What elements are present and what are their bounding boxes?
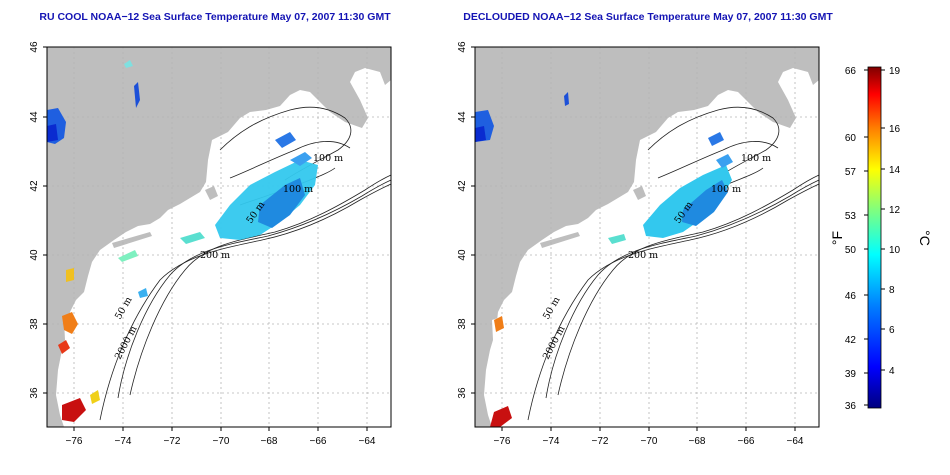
long-island [112, 232, 152, 248]
contour-label: 100 m [741, 153, 771, 164]
grid [475, 47, 819, 427]
celsius-tick-label: 6 [889, 325, 895, 336]
lon-tick-label: −66 [738, 436, 755, 447]
lat-tick-label: 42 [29, 180, 40, 192]
celsius-tick-label: 8 [889, 285, 895, 296]
sst-patches [47, 60, 318, 422]
fahrenheit-ticks [864, 69, 868, 406]
left-lat-axis [43, 46, 47, 394]
fahrenheit-labels: 66 60 57 53 50 46 42 39 36 [845, 66, 857, 412]
lat-tick-label: 46 [29, 41, 40, 53]
bathymetry-contours [527, 106, 820, 421]
lon-tick-label: −68 [261, 436, 278, 447]
fahrenheit-tick-label: 50 [845, 245, 857, 256]
lon-tick-label: −66 [310, 436, 327, 447]
contour-label: 100 m [711, 184, 741, 195]
lat-tick-label: 42 [457, 180, 468, 192]
sst-patches [475, 92, 733, 427]
map-frame [474, 46, 820, 428]
fahrenheit-tick-label: 53 [845, 211, 857, 222]
lat-tick-label: 40 [457, 249, 468, 261]
land-mass [47, 47, 391, 427]
long-island [540, 232, 580, 248]
celsius-tick-label: 12 [889, 205, 901, 216]
lat-tick-label: 38 [29, 318, 40, 330]
lat-tick-label: 40 [29, 249, 40, 261]
lat-tick-label: 36 [29, 387, 40, 399]
lon-tick-label: −74 [115, 436, 132, 447]
lat-tick-label: 44 [457, 111, 468, 123]
lon-tick-label: −64 [787, 436, 804, 447]
cape-cod [205, 186, 218, 200]
land-mass [475, 47, 819, 427]
left-lon-axis [73, 427, 368, 431]
contour-label: 200 m [200, 250, 230, 261]
lat-tick-label: 36 [457, 387, 468, 399]
contour-label: 100 m [283, 184, 313, 195]
fahrenheit-tick-label: 66 [845, 66, 857, 77]
left-map: 100 m 100 m 50 m 200 m 50 m 2000 m [46, 46, 392, 428]
fahrenheit-tick-label: 57 [845, 167, 857, 178]
lon-tick-label: −68 [689, 436, 706, 447]
right-lon-labels: −76 −74 −72 −70 −68 −66 −64 [494, 436, 804, 447]
lat-tick-label: 46 [457, 41, 468, 53]
celsius-tick-label: 16 [889, 124, 901, 135]
colorbar: 66 60 57 53 50 46 42 39 36 19 16 14 12 1… [829, 66, 933, 412]
right-panel-title: DECLOUDED NOAA−12 Sea Surface Temperatur… [463, 11, 833, 23]
fahrenheit-tick-label: 46 [845, 291, 857, 302]
celsius-tick-label: 10 [889, 245, 901, 256]
right-lat-axis [471, 46, 475, 394]
lon-tick-label: −70 [213, 436, 230, 447]
bathymetry-contours [99, 106, 392, 421]
celsius-unit-label: °C [917, 230, 933, 246]
lat-tick-label: 38 [457, 318, 468, 330]
lon-tick-label: −74 [543, 436, 560, 447]
fahrenheit-tick-label: 42 [845, 335, 857, 346]
lon-tick-label: −70 [641, 436, 658, 447]
lon-tick-label: −76 [494, 436, 511, 447]
contour-label: 100 m [313, 153, 343, 164]
left-panel-title: RU COOL NOAA−12 Sea Surface Temperature … [39, 11, 391, 23]
right-lon-axis [501, 427, 796, 431]
lon-tick-label: −72 [164, 436, 181, 447]
left-lat-labels: 46 44 42 40 38 36 [29, 41, 40, 399]
fahrenheit-tick-label: 36 [845, 401, 857, 412]
right-panel: DECLOUDED NOAA−12 Sea Surface Temperatur… [457, 11, 833, 447]
left-panel: RU COOL NOAA−12 Sea Surface Temperature … [29, 11, 392, 447]
celsius-tick-label: 19 [889, 66, 901, 77]
fahrenheit-unit-label: °F [829, 231, 845, 245]
contour-label: 200 m [628, 250, 658, 261]
lat-tick-label: 44 [29, 111, 40, 123]
fahrenheit-tick-label: 39 [845, 369, 857, 380]
celsius-tick-label: 14 [889, 165, 901, 176]
map-frame [46, 46, 392, 428]
celsius-labels: 19 16 14 12 10 8 6 4 [889, 66, 901, 377]
right-map: 100 m 100 m 50 m 200 m 50 m 2000 m −76 −… [457, 41, 820, 447]
lon-tick-label: −76 [66, 436, 83, 447]
fahrenheit-tick-label: 60 [845, 133, 857, 144]
cape-cod [633, 186, 646, 200]
lon-tick-label: −64 [359, 436, 376, 447]
celsius-ticks [881, 69, 885, 371]
colorbar-ramp [867, 66, 882, 409]
left-lon-labels: −76 −74 −72 −70 −68 −66 −64 [66, 436, 376, 447]
lon-tick-label: −72 [592, 436, 609, 447]
right-lat-labels: 46 44 42 40 38 36 [457, 41, 468, 399]
celsius-tick-label: 4 [889, 366, 895, 377]
